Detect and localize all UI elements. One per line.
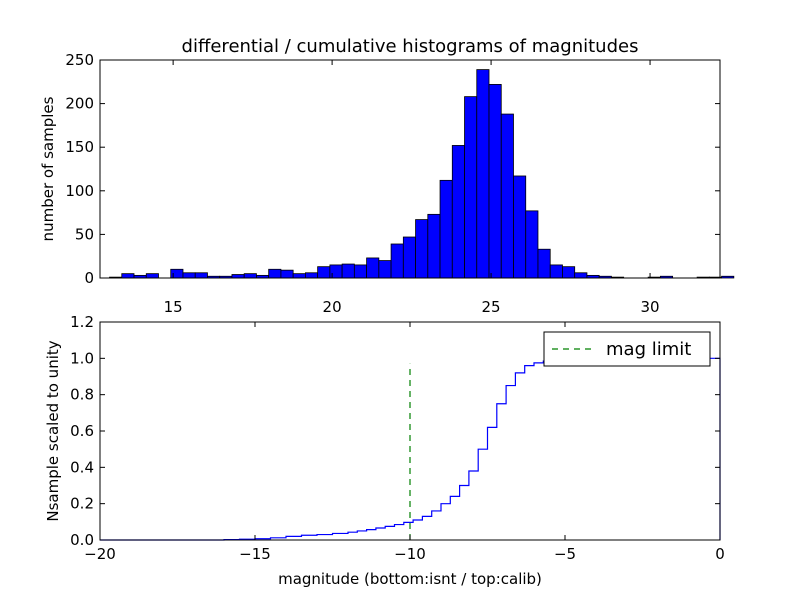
histogram-bar [243,273,257,279]
histogram-bar [549,264,563,279]
histogram-y-tick-label: 200 [65,95,94,113]
histogram-bar [476,69,490,279]
cumulative-x-tick-label: −20 [84,545,116,563]
histogram-bar [464,96,478,279]
histogram-bar [353,264,368,279]
histogram-bar [378,260,392,279]
histogram-bar [574,272,588,279]
cumulative-y-tick-label: 1.2 [70,313,94,331]
histogram-bar [304,272,319,279]
histogram-bar [268,268,282,279]
cumulative-y-tick-label: 0.8 [70,386,94,404]
histogram-x-tick-label: 15 [164,298,183,316]
cumulative-y-axis-label: Nsample scaled to unity [44,340,62,521]
cumulative-x-tick-label: −5 [554,545,576,563]
histogram-bar [721,275,735,279]
histogram-plot-frame [99,59,721,279]
histogram-bar [513,175,527,279]
histogram-bar [525,210,539,279]
cumulative-x-axis-label: magnitude (bottom:isnt / top:calib) [278,570,542,588]
histogram-bar [366,257,380,279]
histogram-bar [317,266,331,279]
histogram-y-tick-label: 0 [84,269,94,287]
cumulative-y-ticks: 0.0 0.2 0.4 0.6 0.8 1.0 1.2 [70,313,720,549]
histogram-bar [194,272,208,279]
histogram-bar [231,274,245,279]
histogram-bar [500,113,514,279]
histogram-bar [390,243,404,279]
histogram-x-tick-label: 30 [641,298,660,316]
cumulative-panel: −20 −15 −10 −5 0 0.0 0.2 0.4 0.6 0.8 1.0 1.2 magni… [44,313,725,588]
histogram-bar [562,266,576,279]
cumulative-x-tick-label: −10 [394,545,426,563]
histogram-bar [451,145,465,279]
histogram-bar [402,236,416,279]
cumulative-y-tick-label: 1.0 [70,349,94,367]
histogram-y-tick-label: 250 [65,51,94,69]
histogram-x-ticks: 15 20 25 30 [164,60,660,316]
histogram-y-axis-label: number of samples [39,96,57,241]
histogram-bar [292,273,306,279]
cumulative-plot-frame [99,321,721,541]
legend-mag-limit-label: mag limit [606,339,691,360]
cumulative-x-tick-label: 0 [715,545,725,563]
cumulative-y-tick-label: 0.6 [70,422,94,440]
histogram-y-tick-label: 150 [65,138,94,156]
histogram-bar [182,272,196,279]
histogram-x-tick-label: 20 [323,298,342,316]
histogram-bar [427,213,441,279]
histogram-bars [109,69,735,279]
histogram-bar [439,179,453,279]
histogram-bar [121,273,135,279]
histogram-y-tick-label: 100 [65,182,94,200]
histogram-bar [170,268,184,279]
chart-title: differential / cumulative histograms of … [182,36,639,57]
histogram-y-tick-label: 50 [75,225,94,243]
histogram-x-tick-label: 25 [482,298,501,316]
histogram-bar [415,219,429,279]
cumulative-y-tick-label: 0.4 [70,458,94,476]
cumulative-x-tick-label: −15 [239,545,271,563]
histogram-bar [488,84,502,279]
histogram-bar [280,269,294,279]
legend: mag limit [543,331,711,367]
histogram-bar [341,263,355,279]
legend-box [543,331,711,367]
cumulative-x-ticks: −20 −15 −10 −5 0 [84,322,725,563]
histogram-panel: differential / cumulative histograms of … [39,36,735,316]
histogram-bar [145,273,159,279]
cumulative-y-tick-label: 0.2 [70,495,94,513]
cumulative-y-tick-label: 0.0 [70,531,94,549]
histogram-bar [537,248,551,279]
